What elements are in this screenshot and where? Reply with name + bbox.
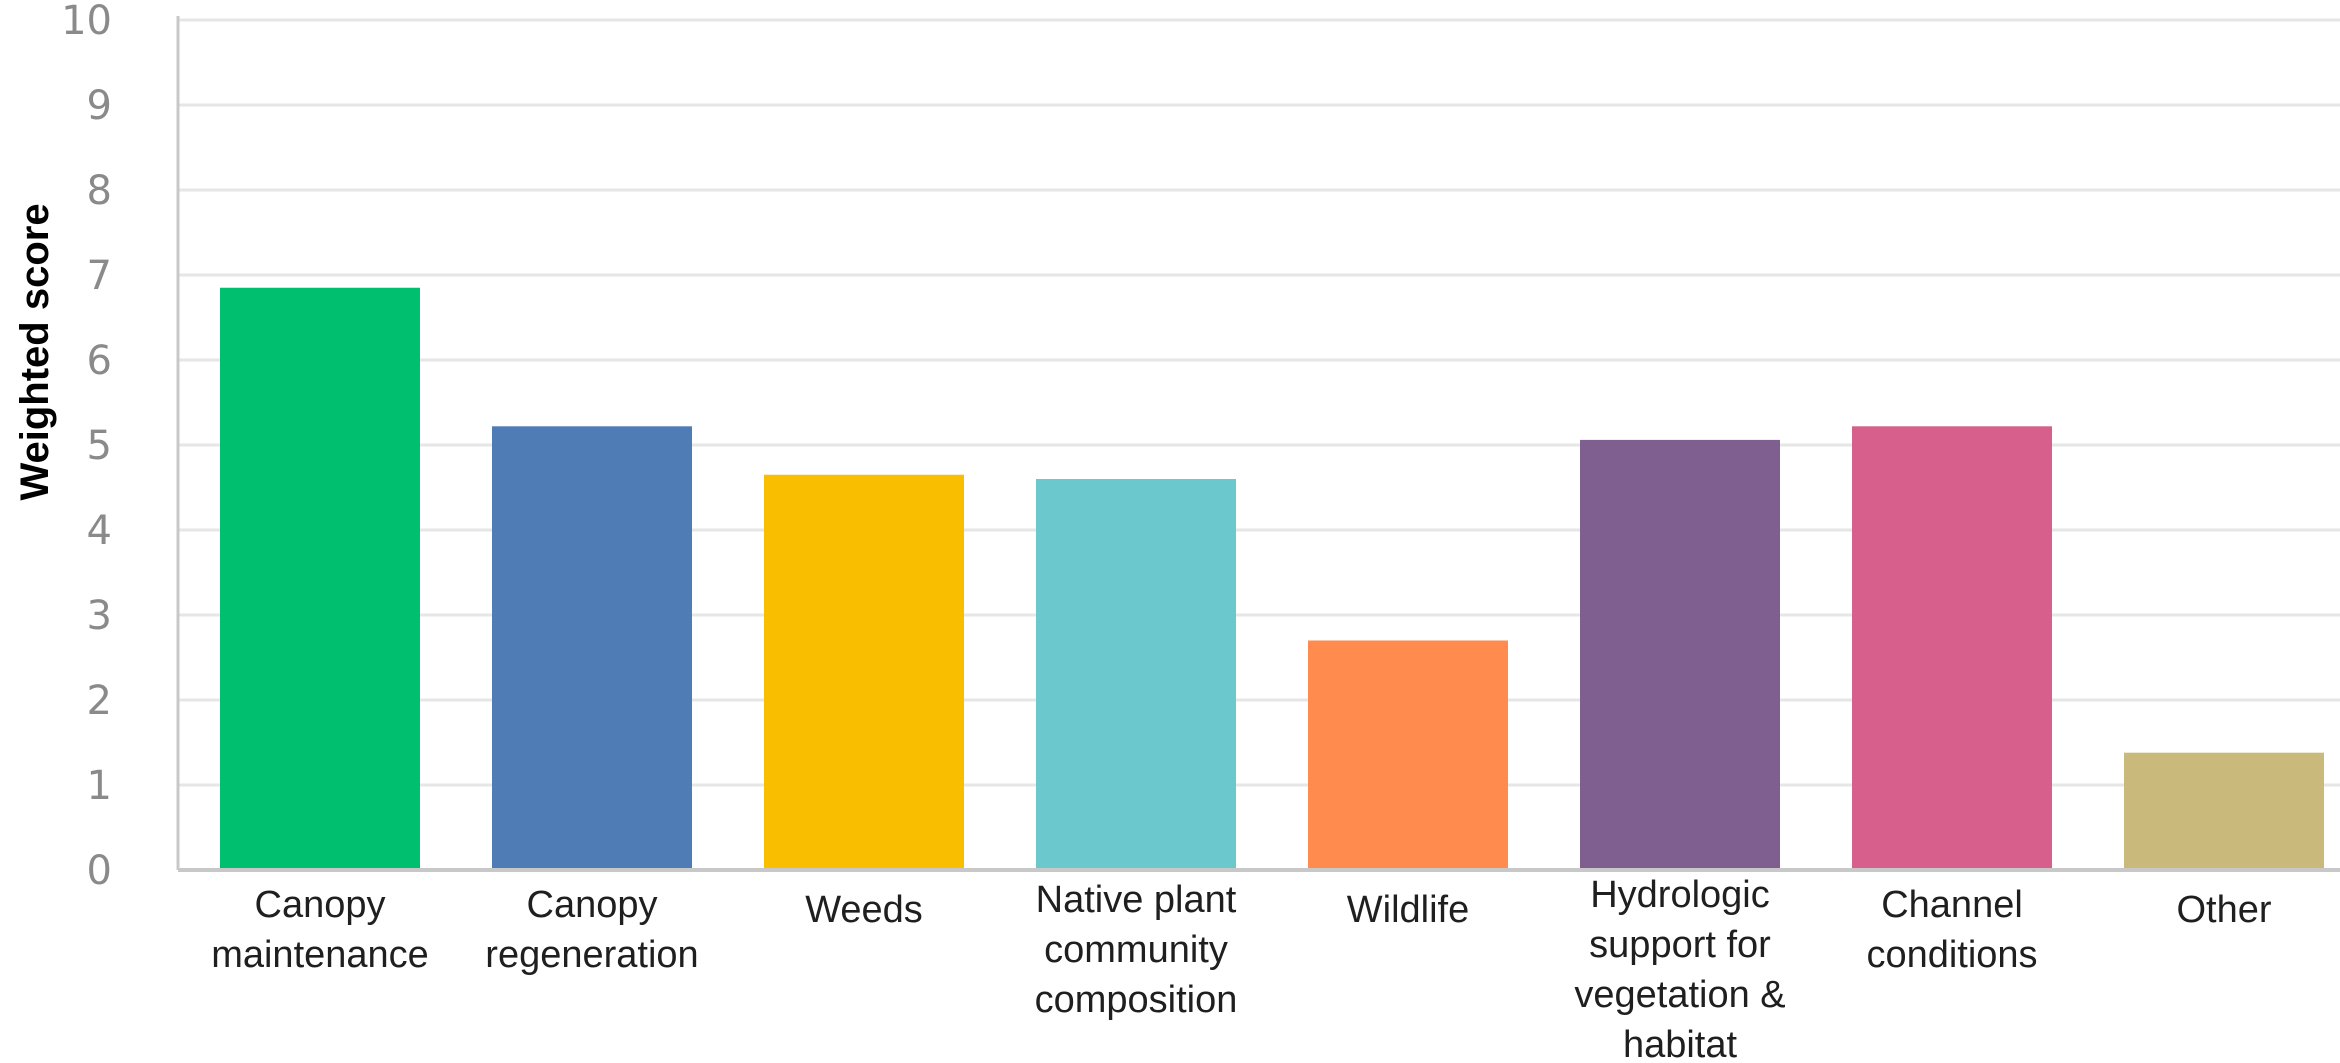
x-category-label-line: Canopy xyxy=(527,884,658,926)
x-category-label: Hydrologic support for vegetation & habitat xyxy=(1574,874,1785,1063)
x-category-label-line: Native plant xyxy=(1036,879,1237,921)
x-category-label: Native plant community composition xyxy=(1035,879,1238,1021)
y-tick-label: 0 xyxy=(87,848,112,894)
bar xyxy=(2124,752,2324,870)
x-category-label: Other xyxy=(2176,889,2271,931)
y-axis-title: Weighted score xyxy=(13,203,57,500)
x-category-label-line: Hydrologic xyxy=(1590,874,1770,916)
y-tick-label: 3 xyxy=(87,593,112,639)
y-tick-label: 2 xyxy=(87,678,112,724)
bar xyxy=(1580,439,1780,870)
x-category-label-line: vegetation & xyxy=(1574,974,1785,1016)
x-category-label: Canopy regeneration xyxy=(485,884,698,976)
bar xyxy=(1036,479,1236,870)
y-tick-labels: 0 1 2 3 4 5 6 7 8 9 10 xyxy=(61,0,112,894)
x-category-label-line: habitat xyxy=(1623,1024,1738,1063)
bar xyxy=(764,474,964,870)
x-category-label: Canopy maintenance xyxy=(211,884,429,976)
y-tick-label: 6 xyxy=(87,338,112,384)
axes xyxy=(176,16,2340,872)
bar xyxy=(492,426,692,870)
x-category-label: Channel conditions xyxy=(1866,884,2037,976)
x-category-label-line: Weeds xyxy=(805,889,923,931)
y-tick-label: 4 xyxy=(87,508,112,554)
y-tick-label: 8 xyxy=(87,168,112,214)
x-category-label-line: Wildlife xyxy=(1347,889,1469,931)
y-tick-label: 10 xyxy=(61,0,112,44)
x-category-label-line: Other xyxy=(2176,889,2271,931)
bar xyxy=(1852,426,2052,870)
bar xyxy=(220,287,420,870)
x-category-label-line: composition xyxy=(1035,979,1238,1021)
y-tick-label: 7 xyxy=(87,253,112,299)
bars xyxy=(220,287,2324,870)
y-tick-label: 1 xyxy=(87,763,112,809)
x-category-labels: Canopy maintenance Canopy regeneration Weeds… xyxy=(211,874,2272,1063)
x-category-label-line: conditions xyxy=(1866,934,2037,976)
x-category-label-line: Canopy xyxy=(255,884,386,926)
y-tick-label: 5 xyxy=(87,423,112,469)
x-category-label-line: maintenance xyxy=(211,934,429,976)
y-tick-label: 9 xyxy=(87,83,112,129)
x-category-label: Wildlife xyxy=(1347,889,1469,931)
x-category-label-line: Channel xyxy=(1881,884,2023,926)
x-category-label: Weeds xyxy=(805,889,923,931)
bar xyxy=(1308,640,1508,870)
x-category-label-line: regeneration xyxy=(485,934,698,976)
x-category-label-line: support for xyxy=(1589,924,1771,966)
x-category-label-line: community xyxy=(1044,929,1228,971)
